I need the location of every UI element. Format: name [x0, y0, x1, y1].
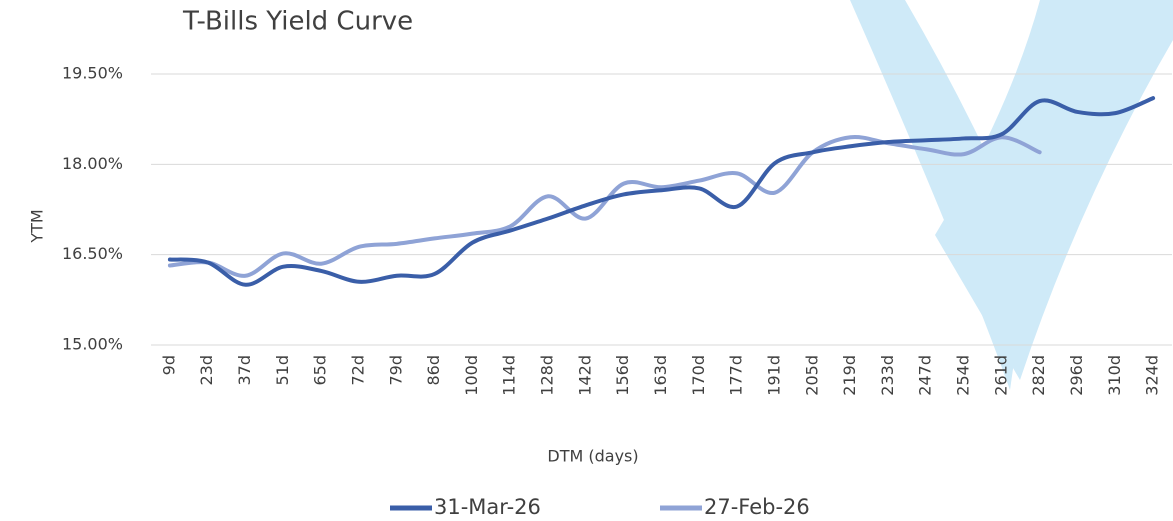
x-tick-label: 205d — [802, 355, 821, 396]
x-tick-label: 51d — [273, 355, 292, 386]
x-tick-label: 170d — [689, 355, 708, 396]
legend-label: 31-Mar-26 — [434, 495, 541, 519]
x-tick-label: 191d — [764, 355, 783, 396]
x-tick-label: 254d — [954, 355, 973, 396]
x-axis-label: DTM (days) — [547, 447, 638, 466]
x-tick-label: 310d — [1105, 355, 1124, 396]
x-tick-label: 72d — [348, 355, 367, 386]
x-tick-label: 142d — [575, 355, 594, 396]
y-tick-label: 18.00% — [62, 154, 123, 173]
x-tick-label: 296d — [1067, 355, 1086, 396]
series-line — [167, 96, 1156, 287]
x-tick-label: 128d — [538, 355, 557, 396]
x-tick-label: 324d — [1143, 355, 1162, 396]
x-tick-label: 156d — [613, 355, 632, 396]
x-tick-label: 65d — [311, 355, 330, 386]
x-tick-label: 247d — [916, 355, 935, 396]
y-tick-label: 16.50% — [62, 244, 123, 263]
x-tick-label: 79d — [386, 355, 405, 386]
x-tick-label: 37d — [235, 355, 254, 386]
x-tick-label: 163d — [651, 355, 670, 396]
chart-title: T-Bills Yield Curve — [182, 7, 413, 37]
x-tick-label: 177d — [727, 355, 746, 396]
x-tick-label: 219d — [840, 355, 859, 396]
y-tick-label: 19.50% — [62, 64, 123, 83]
y-tick-label: 15.00% — [62, 335, 123, 354]
x-tick-label: 23d — [197, 355, 216, 386]
legend-label: 27-Feb-26 — [704, 495, 810, 519]
x-tick-label: 9d — [159, 355, 178, 375]
x-tick-label: 282d — [1029, 355, 1048, 396]
background-decoration — [850, 0, 1173, 390]
x-tick-label: 100d — [462, 355, 481, 396]
y-axis-label: YTM — [28, 209, 47, 243]
x-tick-label: 261d — [991, 355, 1010, 396]
x-tick-label: 86d — [424, 355, 443, 386]
x-tick-label: 114d — [500, 355, 519, 396]
x-tick-label: 233d — [878, 355, 897, 396]
